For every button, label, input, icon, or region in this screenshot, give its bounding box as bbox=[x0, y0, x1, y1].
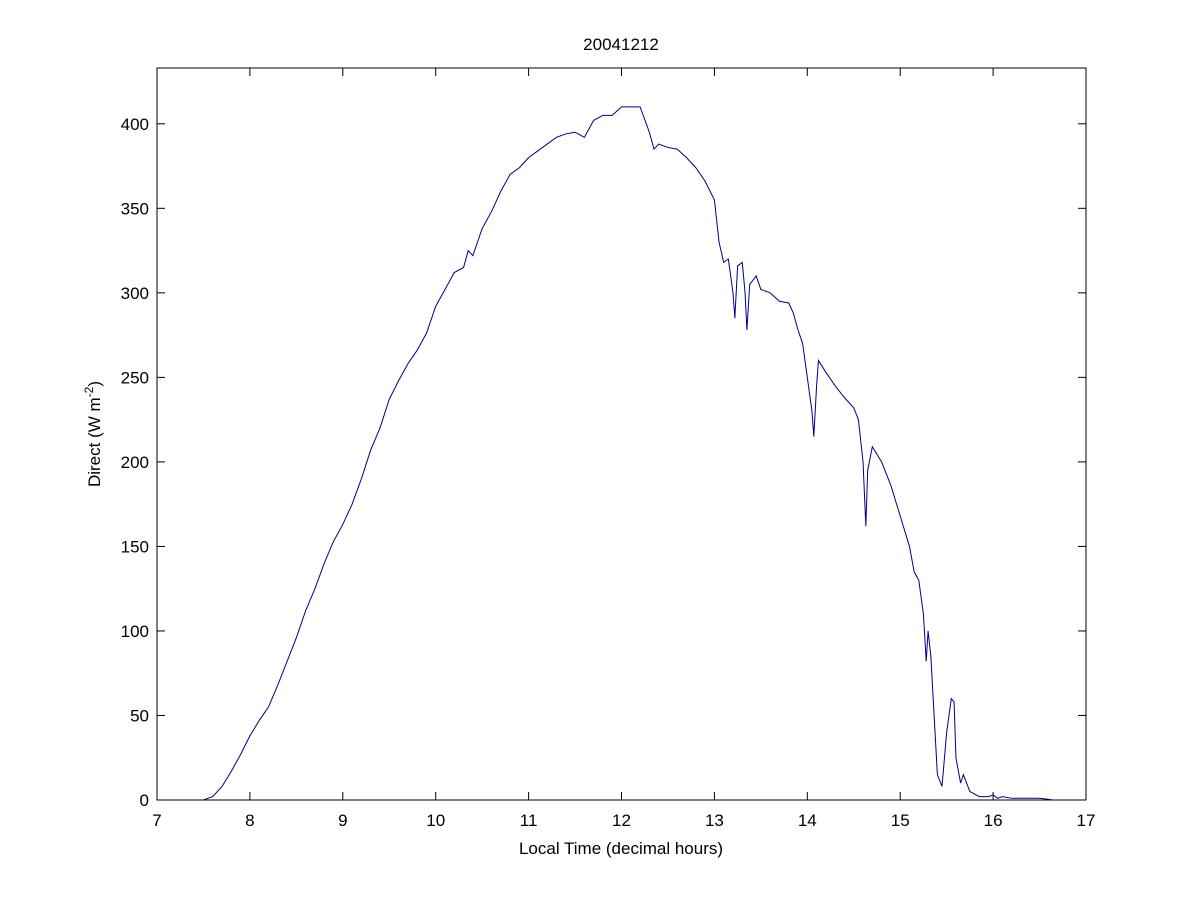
y-tick-label: 200 bbox=[121, 453, 149, 472]
y-tick-label: 250 bbox=[121, 368, 149, 387]
axes-box bbox=[156, 67, 1087, 801]
x-tick-label: 9 bbox=[338, 811, 347, 830]
x-tick-label: 16 bbox=[984, 811, 1003, 830]
x-tick-label: 14 bbox=[798, 811, 817, 830]
y-label-superscript: -2 bbox=[82, 386, 96, 397]
y-tick-label: 400 bbox=[121, 115, 149, 134]
x-tick-label: 11 bbox=[520, 811, 538, 830]
x-tick-label: 7 bbox=[152, 811, 161, 830]
x-tick-label: 13 bbox=[705, 811, 724, 830]
chart-title: 20041212 bbox=[583, 35, 659, 54]
x-tick-label: 8 bbox=[245, 811, 254, 830]
y-tick-label: 150 bbox=[121, 537, 149, 556]
y-tick-label: 0 bbox=[140, 791, 149, 810]
y-tick-label: 100 bbox=[121, 622, 149, 641]
x-tick-label: 12 bbox=[612, 811, 631, 830]
data-line bbox=[203, 106, 1054, 801]
x-tick-label: 17 bbox=[1077, 811, 1096, 830]
y-label-suffix: ) bbox=[85, 381, 104, 387]
y-tick-label: 300 bbox=[121, 284, 149, 303]
x-tick-label: 15 bbox=[891, 811, 910, 830]
x-tick-label: 10 bbox=[426, 811, 445, 830]
y-tick-label: 50 bbox=[130, 706, 149, 725]
y-tick-label: 350 bbox=[121, 199, 149, 218]
y-label-text: Direct (W m bbox=[85, 397, 104, 487]
x-axis-label: Local Time (decimal hours) bbox=[519, 839, 723, 858]
y-axis-label: Direct (W m-2) bbox=[82, 381, 104, 487]
